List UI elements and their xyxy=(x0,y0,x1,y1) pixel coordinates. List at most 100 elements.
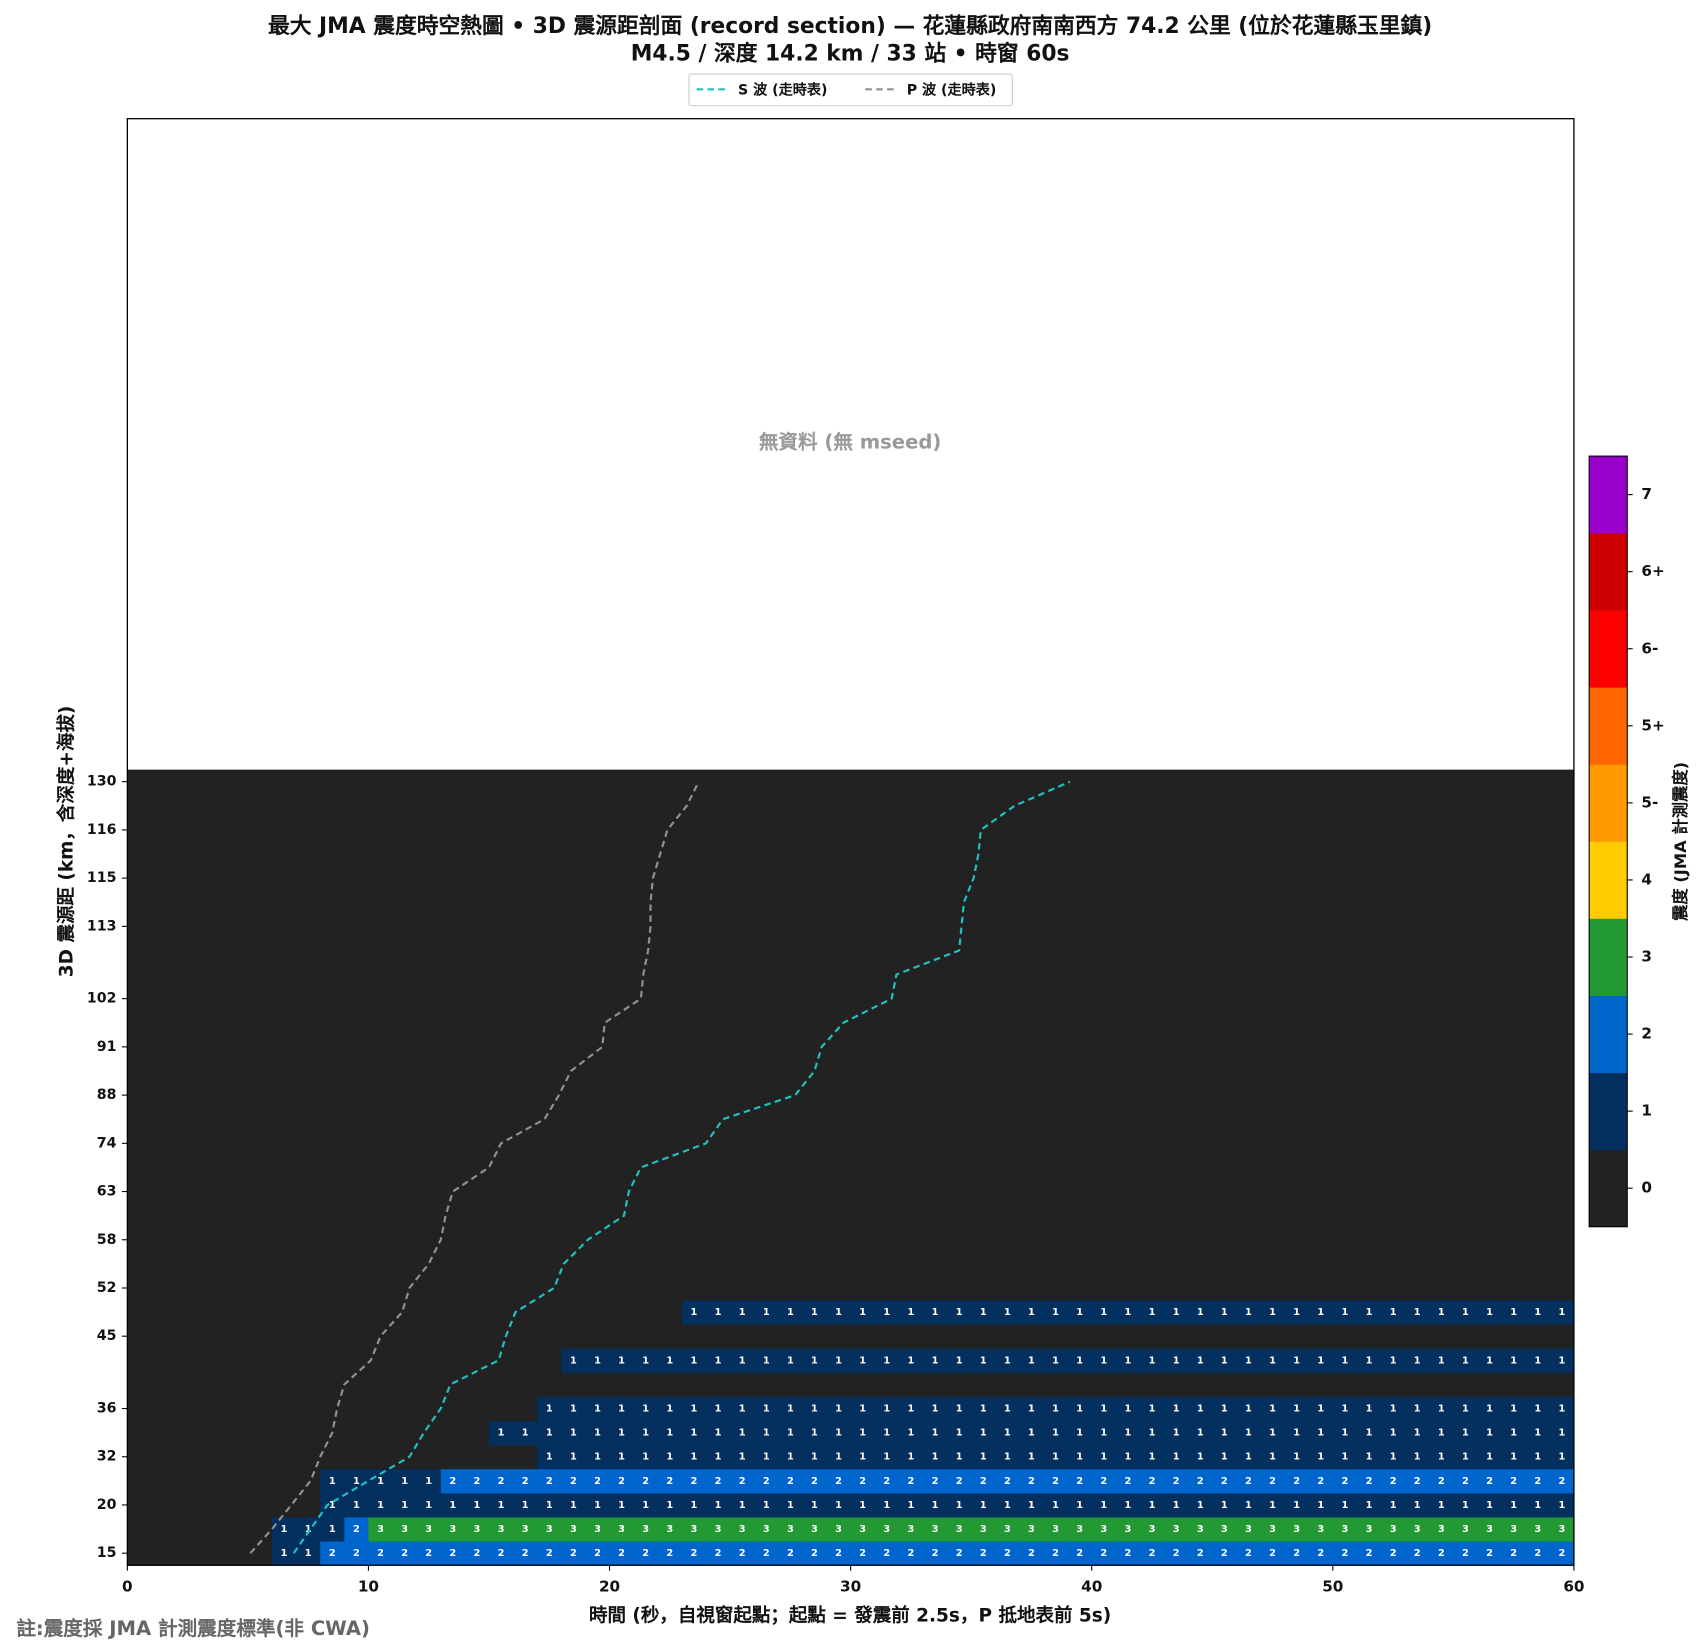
cell-label: 1 xyxy=(1534,1404,1541,1415)
heatmap-cell xyxy=(513,1541,538,1566)
cell-label: 1 xyxy=(1317,1355,1324,1366)
heatmap-cell xyxy=(368,1083,393,1108)
cell-label: 1 xyxy=(908,1428,915,1439)
heatmap-cell xyxy=(1019,1468,1044,1494)
heatmap-cell xyxy=(1115,1541,1141,1566)
heatmap-cell xyxy=(344,1468,369,1494)
heatmap-cell xyxy=(995,841,1020,867)
heatmap-cell xyxy=(971,1083,996,1108)
cell-label: 1 xyxy=(1414,1452,1421,1463)
heatmap-cell xyxy=(416,769,442,795)
heatmap-cell xyxy=(1260,841,1286,867)
heatmap-cell xyxy=(488,866,514,891)
cell-label: 1 xyxy=(618,1500,625,1511)
heatmap-cell xyxy=(320,1468,345,1494)
heatmap-cell xyxy=(1164,1155,1189,1180)
heatmap-cell xyxy=(1381,1131,1406,1156)
heatmap-cell xyxy=(1525,1179,1551,1205)
heatmap-cell xyxy=(730,1396,755,1422)
cell-label: 1 xyxy=(546,1500,553,1511)
heatmap-cell xyxy=(826,1107,852,1132)
heatmap-cell xyxy=(1501,1444,1527,1470)
heatmap-cell xyxy=(585,938,610,963)
heatmap-cell xyxy=(416,1468,442,1494)
heatmap-cell xyxy=(1212,1203,1237,1229)
heatmap-cell xyxy=(1043,1227,1069,1253)
heatmap-cell xyxy=(272,841,297,867)
heatmap-cell xyxy=(1164,1179,1189,1205)
heatmap-cell xyxy=(1525,1010,1551,1036)
heatmap-cell xyxy=(296,1348,321,1373)
heatmap-cell xyxy=(416,1517,442,1542)
heatmap-cell xyxy=(440,1107,466,1132)
heatmap-cell xyxy=(488,1058,514,1084)
heatmap-cell xyxy=(296,1251,321,1277)
cell-label: 1 xyxy=(787,1307,794,1318)
heatmap-cell xyxy=(778,1468,803,1494)
heatmap-cell xyxy=(1429,1010,1454,1036)
heatmap-cell xyxy=(1405,1541,1430,1566)
heatmap-cell xyxy=(705,1058,731,1084)
heatmap-cell xyxy=(1405,1444,1430,1470)
heatmap-cell xyxy=(657,1227,683,1253)
heatmap-cell xyxy=(151,1275,177,1301)
cell-label: 1 xyxy=(1197,1500,1204,1511)
cell-label: 3 xyxy=(763,1524,770,1535)
heatmap-cell xyxy=(754,817,779,843)
heatmap-cell xyxy=(1043,1203,1069,1229)
heatmap-cell xyxy=(488,1251,514,1277)
heatmap-cell xyxy=(1091,1372,1117,1397)
heatmap-cell xyxy=(223,841,249,867)
heatmap-cell xyxy=(1115,769,1141,795)
heatmap-cell xyxy=(971,1251,996,1277)
heatmap-cell xyxy=(537,1492,562,1518)
heatmap-cell xyxy=(705,1107,731,1132)
heatmap-cell xyxy=(1236,793,1261,819)
cell-label: 1 xyxy=(1390,1404,1397,1415)
cell-label: 1 xyxy=(1052,1307,1059,1318)
y-tick-label: 52 xyxy=(97,1280,117,1296)
cell-label: 2 xyxy=(618,1548,625,1559)
heatmap-cell xyxy=(633,1034,659,1060)
heatmap-cell xyxy=(223,1010,249,1036)
heatmap-cell xyxy=(464,817,490,843)
heatmap-cell xyxy=(705,1227,731,1253)
heatmap-cell xyxy=(199,1396,225,1422)
heatmap-cell xyxy=(1453,1324,1478,1349)
heatmap-cell xyxy=(657,1420,683,1446)
heatmap-cell xyxy=(922,1372,948,1397)
cell-label: 1 xyxy=(1510,1428,1517,1439)
heatmap-cell xyxy=(802,1251,827,1277)
heatmap-cell xyxy=(199,890,225,915)
heatmap-cell xyxy=(681,1396,707,1422)
heatmap-cell xyxy=(1260,793,1286,819)
y-tick-label: 63 xyxy=(97,1184,117,1200)
heatmap-cell xyxy=(1405,841,1430,867)
heatmap-cell xyxy=(1381,962,1406,988)
heatmap-cell xyxy=(1091,1058,1117,1084)
heatmap-cell xyxy=(898,1058,924,1084)
heatmap-cell xyxy=(754,890,779,915)
heatmap-cell xyxy=(561,1227,586,1253)
heatmap-cell xyxy=(127,793,152,819)
heatmap-cell xyxy=(513,1324,538,1349)
heatmap-cell xyxy=(416,793,442,819)
heatmap-cell xyxy=(151,1372,177,1397)
cell-label: 1 xyxy=(1414,1500,1421,1511)
heatmap-cell xyxy=(272,1300,297,1325)
heatmap-cell xyxy=(1549,1034,1575,1060)
heatmap-cell xyxy=(537,1034,562,1060)
heatmap-cell xyxy=(320,1227,345,1253)
cell-label: 2 xyxy=(1149,1476,1156,1487)
heatmap-cell xyxy=(561,1517,586,1542)
heatmap-cell xyxy=(609,1107,635,1132)
heatmap-cell xyxy=(1549,1420,1575,1446)
heatmap-cell xyxy=(1453,1300,1478,1325)
heatmap-cell xyxy=(1115,1203,1141,1229)
heatmap-cell xyxy=(633,914,659,939)
heatmap-cell xyxy=(609,817,635,843)
heatmap-cell xyxy=(1284,1083,1310,1108)
heatmap-cell xyxy=(1308,1541,1334,1566)
x-tick-label: 50 xyxy=(1322,1578,1343,1596)
